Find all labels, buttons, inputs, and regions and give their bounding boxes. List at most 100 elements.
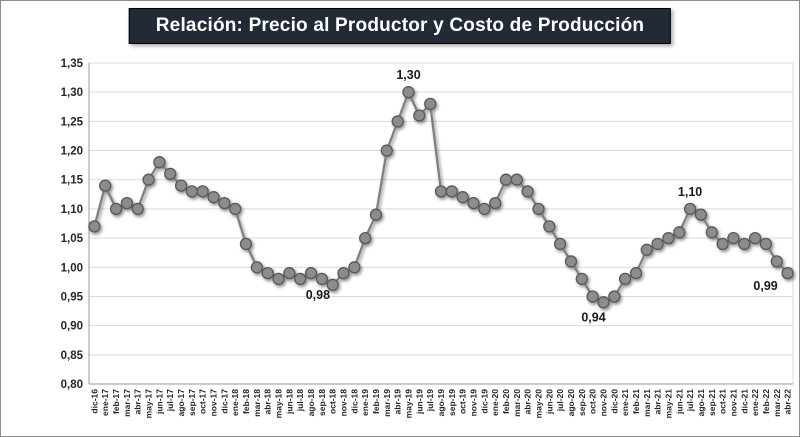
x-tick-label: nov-18	[339, 389, 349, 417]
data-point-marker	[759, 237, 773, 251]
x-tick-label: abr-17	[133, 389, 143, 415]
data-point-marker	[131, 202, 144, 216]
data-point-marker	[142, 173, 155, 186]
x-tick-label: ago-20	[566, 389, 576, 417]
x-tick-label: sep-17	[187, 389, 197, 416]
x-tick-label: feb-19	[371, 389, 381, 414]
data-point-marker	[673, 226, 686, 239]
x-tick-label: ene-17	[100, 389, 110, 416]
x-tick-label: abr-21	[653, 389, 663, 415]
x-tick-label: jul-19	[425, 389, 435, 412]
x-tick-label: dic-21	[739, 389, 749, 414]
data-point-marker	[640, 243, 653, 256]
x-tick-label: nov-21	[728, 389, 738, 417]
data-point-marker	[456, 191, 469, 204]
data-point-marker	[662, 231, 675, 245]
x-tick-label: nov-20	[598, 389, 608, 417]
data-point-marker	[369, 208, 383, 221]
data-point-marker	[109, 202, 123, 216]
data-point-marker	[174, 179, 188, 192]
x-tick-label: ene-21	[620, 389, 630, 416]
data-point-marker	[770, 255, 783, 268]
x-tick-label: dic-19	[479, 389, 489, 414]
x-tick-label: ago-19	[436, 389, 446, 417]
x-tick-label: ene-18	[230, 389, 240, 416]
x-tick-label: mar-20	[512, 389, 522, 417]
x-tick-label: may-21	[663, 389, 673, 419]
y-tick-label: 1,30	[61, 87, 83, 99]
data-point-marker	[489, 196, 502, 210]
x-tick-label: feb-18	[241, 389, 251, 414]
x-tick-label: abr-22	[783, 389, 793, 415]
x-tick-label: mar-22	[772, 389, 782, 417]
x-tick-label: feb-21	[631, 389, 641, 414]
x-tick-label: may-20	[533, 389, 543, 419]
data-point-marker	[164, 167, 177, 181]
data-point-marker	[705, 226, 718, 239]
chart-title: Relación: Precio al Productor y Costo de…	[128, 8, 672, 44]
x-tick-label: mar-18	[252, 389, 262, 417]
x-tick-label: sep-21	[707, 389, 717, 416]
x-tick-label: mar-17	[122, 389, 132, 417]
data-point-marker	[348, 261, 361, 274]
data-point-marker	[283, 266, 296, 280]
data-point-marker	[521, 185, 534, 198]
x-tick-label: may-17	[144, 389, 154, 419]
data-point-marker	[380, 144, 393, 157]
x-tick-label: abr-19	[393, 389, 403, 415]
data-label: 0,99	[753, 279, 777, 293]
data-point-marker	[413, 109, 426, 122]
data-point-marker	[748, 231, 762, 245]
y-tick-label: 0,90	[61, 321, 83, 333]
data-point-marker	[207, 191, 220, 204]
x-tick-label: nov-19	[468, 389, 478, 417]
data-point-marker	[391, 115, 404, 128]
x-tick-label: jun-18	[284, 389, 294, 415]
data-point-marker	[716, 237, 729, 251]
data-point-marker	[294, 272, 307, 286]
y-tick-label: 0,95	[61, 291, 84, 303]
data-point-marker	[510, 173, 523, 186]
data-point-marker	[597, 296, 610, 309]
x-tick-label: oct-18	[328, 389, 338, 414]
x-tick-label: jun-21	[674, 389, 684, 415]
data-point-marker	[467, 196, 480, 210]
x-tick-label: sep-20	[577, 389, 587, 416]
y-tick-label: 1,25	[61, 116, 84, 128]
data-point-marker	[694, 208, 708, 221]
y-tick-label: 0,80	[61, 379, 83, 391]
x-tick-label: dic-20	[609, 389, 619, 414]
x-tick-label: ene-20	[490, 389, 500, 416]
x-tick-label: may-18	[274, 389, 284, 419]
data-point-marker	[315, 272, 329, 286]
x-tick-label: feb-20	[501, 389, 511, 414]
data-point-marker	[434, 185, 448, 198]
data-point-marker	[337, 266, 350, 280]
y-tick-label: 1,10	[61, 204, 83, 216]
data-point-marker	[499, 173, 513, 186]
x-tick-label: ago-21	[696, 389, 706, 417]
data-point-marker	[618, 272, 632, 286]
y-tick-label: 1,00	[61, 262, 83, 274]
data-point-marker	[272, 272, 285, 286]
x-tick-label: oct-21	[718, 389, 728, 414]
data-point-marker	[727, 231, 740, 245]
x-tick-label: sep-19	[447, 389, 457, 416]
x-tick-label: may-19	[404, 389, 414, 419]
x-tick-label: dic-16	[89, 389, 99, 414]
data-point-marker	[153, 156, 166, 169]
x-tick-label: dic-17	[219, 389, 229, 414]
x-tick-label: ene-19	[360, 389, 370, 416]
x-tick-label: mar-19	[382, 389, 392, 417]
x-tick-label: jun-20	[544, 389, 554, 415]
x-tick-label: feb-17	[111, 389, 121, 414]
x-tick-label: nov-17	[209, 389, 219, 417]
x-tick-label: jun-17	[154, 389, 164, 415]
x-tick-label: ene-22	[750, 389, 760, 416]
data-point-marker	[185, 185, 199, 198]
x-tick-label: dic-18	[349, 389, 359, 414]
data-point-marker	[586, 290, 599, 303]
plot-area	[88, 62, 794, 385]
data-point-marker	[218, 196, 231, 210]
